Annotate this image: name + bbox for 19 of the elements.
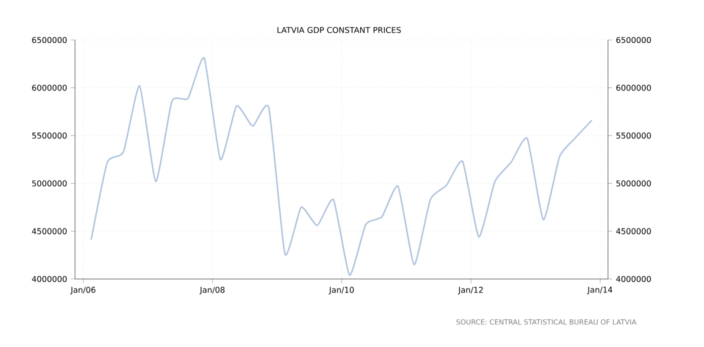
x-tick-label: Jan/08 bbox=[199, 286, 225, 294]
y2-tick-label: 5000000 bbox=[616, 180, 651, 186]
y2-tick-label: 6500000 bbox=[616, 36, 651, 44]
y-tick-label: 5000000 bbox=[32, 180, 67, 186]
y-tick-label: 4000000 bbox=[32, 276, 67, 282]
y-tick-label: 6000000 bbox=[32, 84, 67, 91]
x-tick-label: Jan/10 bbox=[328, 286, 354, 294]
x-tick-label: Jan/06 bbox=[70, 286, 96, 294]
y2-tick-label: 5500000 bbox=[616, 132, 651, 139]
line-series bbox=[90, 57, 593, 276]
y-tick-label: 4500000 bbox=[32, 228, 67, 234]
y2-tick-label: 4500000 bbox=[616, 228, 651, 234]
y2-tick-label: 6000000 bbox=[616, 84, 651, 91]
chart-title: LATVIA GDP CONSTANT PRICES bbox=[278, 26, 401, 34]
x-tick-label: Jan/14 bbox=[587, 286, 612, 294]
y-tick-label: 5500000 bbox=[32, 132, 67, 139]
y2-tick-label: 4000000 bbox=[616, 276, 651, 282]
x-tick-label: Jan/12 bbox=[458, 286, 483, 294]
y-tick-label: 6500000 bbox=[32, 36, 67, 44]
